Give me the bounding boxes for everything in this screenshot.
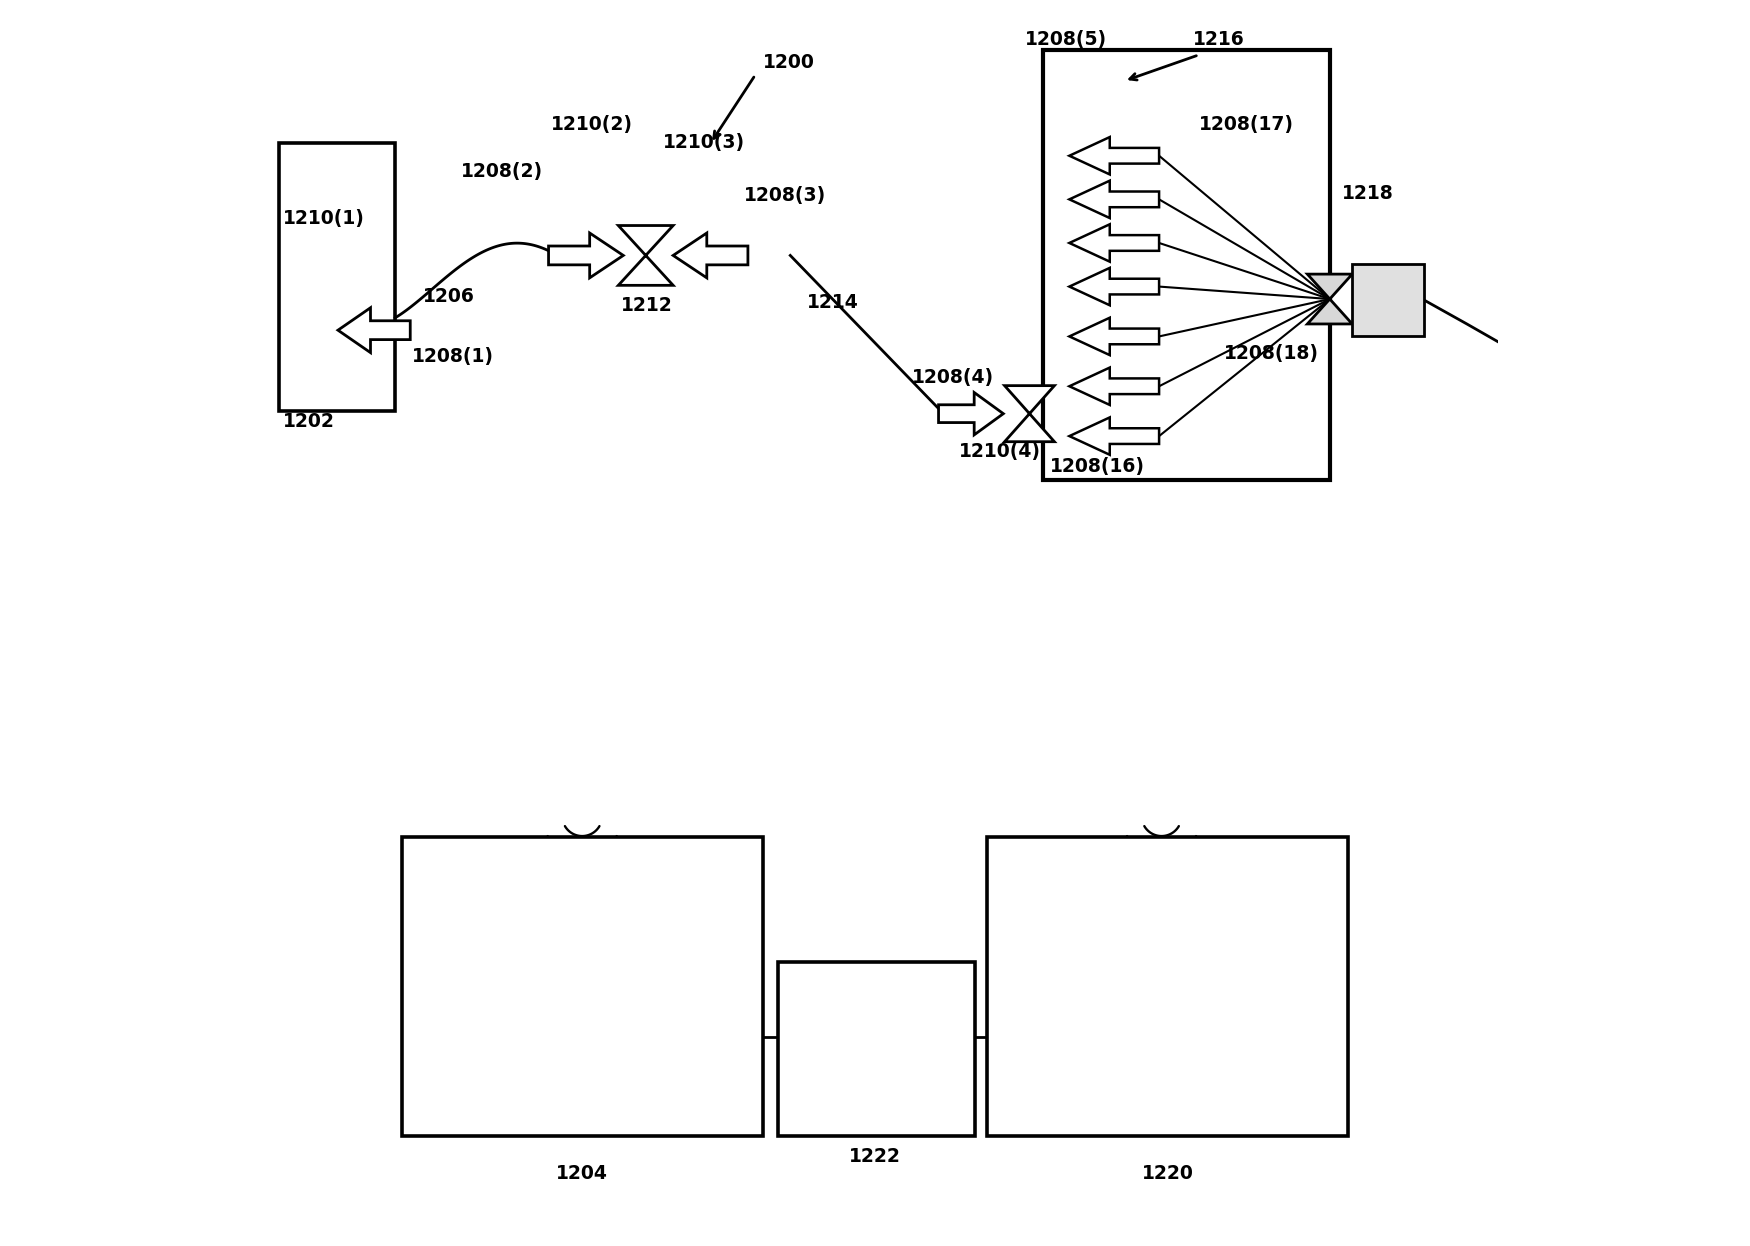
Polygon shape [618, 226, 674, 285]
Bar [987, 837, 1349, 1136]
Text: 1214: 1214 [807, 293, 858, 313]
Text: 1202: 1202 [284, 411, 334, 431]
Polygon shape [1069, 417, 1158, 455]
Polygon shape [1069, 224, 1158, 262]
Text: 1206: 1206 [424, 287, 474, 307]
Text: 1220: 1220 [1141, 1164, 1194, 1184]
Bar [1353, 264, 1424, 336]
Text: 1208(18): 1208(18) [1223, 344, 1320, 364]
Text: 1208(1): 1208(1) [411, 346, 494, 366]
Text: 1222: 1222 [849, 1146, 901, 1166]
Bar [401, 837, 763, 1136]
Text: 1208(3): 1208(3) [744, 186, 826, 206]
Text: 1208(2): 1208(2) [462, 162, 544, 182]
Polygon shape [1069, 181, 1158, 218]
Polygon shape [1004, 386, 1055, 441]
Polygon shape [1069, 268, 1158, 305]
Bar [280, 143, 396, 411]
Polygon shape [938, 392, 1003, 435]
Text: 1210(4): 1210(4) [959, 441, 1041, 461]
Polygon shape [1069, 318, 1158, 355]
Text: 1210(3): 1210(3) [663, 132, 746, 152]
Bar [777, 962, 975, 1136]
Text: 1210(1): 1210(1) [284, 208, 366, 228]
Text: 1208(17): 1208(17) [1199, 115, 1293, 135]
Polygon shape [674, 233, 747, 278]
Text: 1212: 1212 [621, 295, 672, 315]
Polygon shape [1307, 274, 1353, 324]
Text: 1216: 1216 [1194, 30, 1244, 50]
Text: 1200: 1200 [763, 52, 816, 72]
Polygon shape [548, 233, 623, 278]
Text: 1208(16): 1208(16) [1050, 456, 1144, 476]
Text: 1208(5): 1208(5) [1024, 30, 1106, 50]
Text: 1208(4): 1208(4) [912, 368, 994, 388]
Polygon shape [338, 308, 410, 353]
Text: 1204: 1204 [556, 1164, 609, 1184]
Polygon shape [1069, 368, 1158, 405]
Text: 1218: 1218 [1342, 183, 1395, 203]
Bar [1043, 50, 1330, 480]
Text: 1210(2): 1210(2) [551, 115, 634, 135]
Polygon shape [1069, 137, 1158, 174]
